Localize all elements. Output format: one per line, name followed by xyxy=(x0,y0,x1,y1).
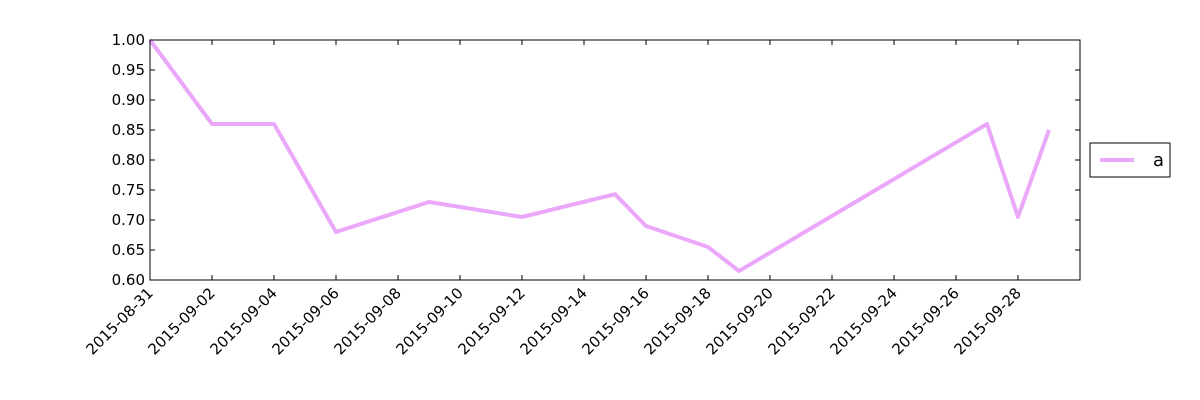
line xyxy=(148,38,1051,273)
y-tick-label: 0.85 xyxy=(112,121,145,139)
y-tick-label: 0.70 xyxy=(112,211,145,229)
x-tick-label: 2015-09-28 xyxy=(950,284,1024,358)
y-tick-label: 0.60 xyxy=(112,271,145,289)
y-tick-label: 0.80 xyxy=(112,151,145,169)
y-tick-label: 0.65 xyxy=(112,241,145,259)
legend: a xyxy=(1089,142,1171,178)
plot-frame xyxy=(149,39,1081,281)
y-tick-label: 0.90 xyxy=(112,91,145,109)
y-tick-label: 0.75 xyxy=(112,181,145,199)
y-tick-label: 0.95 xyxy=(112,61,145,79)
y-tick-label: 1.00 xyxy=(112,31,145,49)
legend-label: a xyxy=(1153,150,1164,171)
